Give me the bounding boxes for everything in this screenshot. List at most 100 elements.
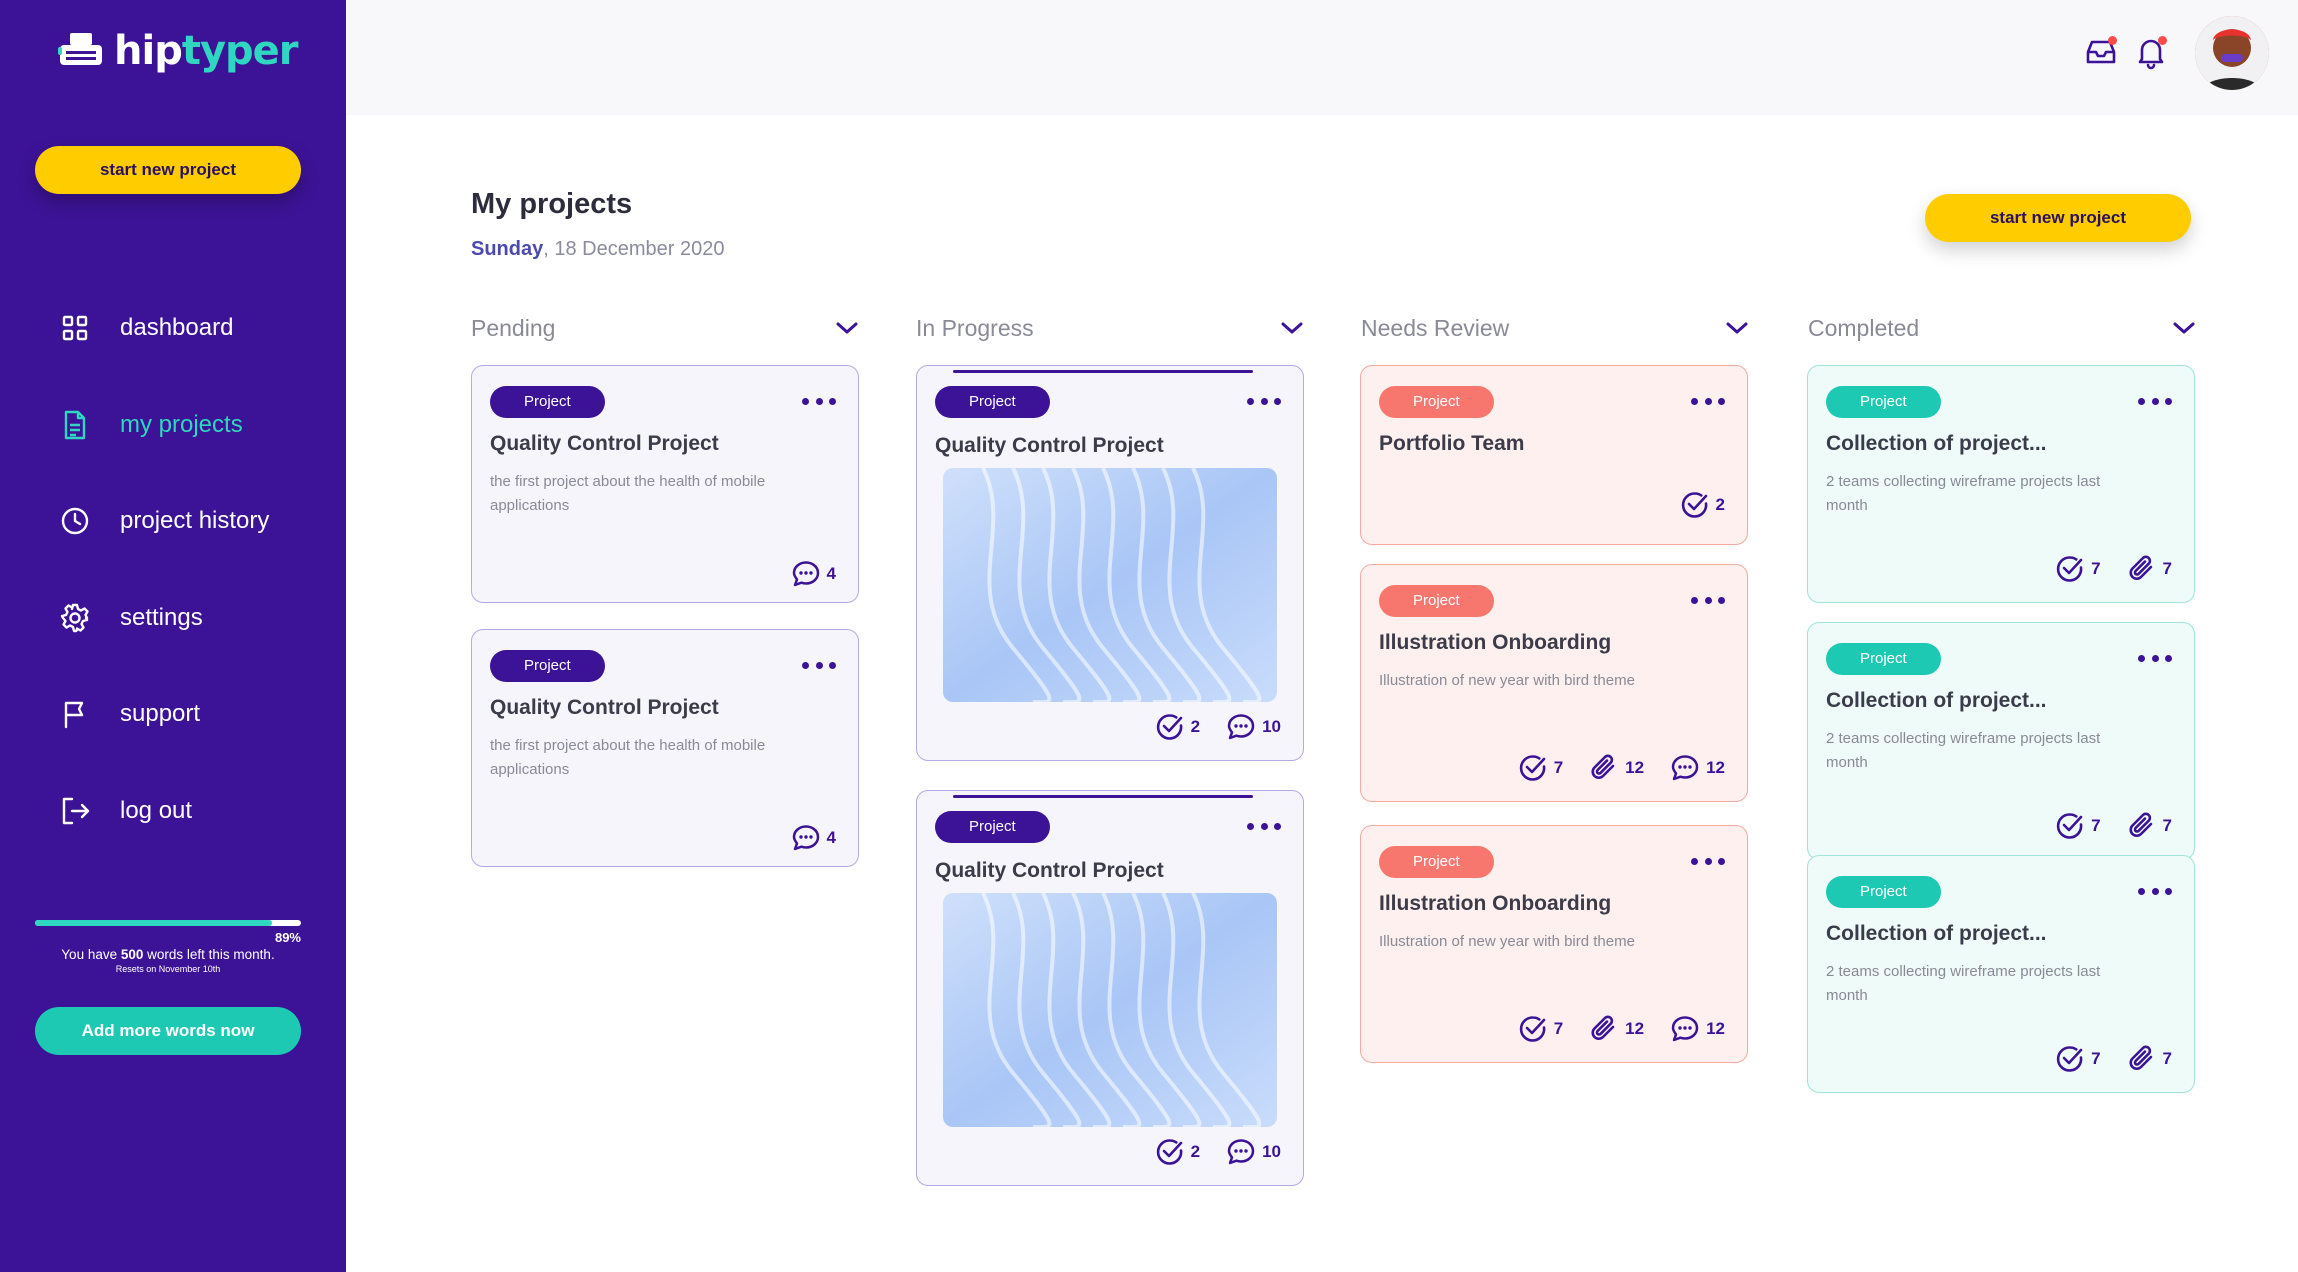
project-card[interactable]: Project Quality Control Project the firs… [471, 365, 859, 603]
more-options-icon[interactable] [2138, 388, 2172, 414]
tasks-count: 7 [2055, 1044, 2101, 1074]
more-options-icon[interactable] [1691, 388, 1725, 414]
comment-icon [791, 559, 821, 589]
check-circle-icon [1518, 753, 1548, 783]
comment-icon [1226, 712, 1256, 742]
project-badge: Project [1379, 846, 1494, 878]
project-card[interactable]: Project Collection of project... 2 teams… [1807, 855, 2195, 1093]
grid-icon [60, 313, 90, 343]
unread-dot [2108, 36, 2117, 45]
start-project-button[interactable]: start new project [1925, 194, 2191, 242]
attachments-count: 12 [1589, 1014, 1644, 1044]
tasks-count: 7 [1518, 1014, 1563, 1044]
avatar[interactable] [2195, 16, 2269, 90]
card-stats: 4 [791, 559, 836, 589]
notification-dot [2158, 36, 2167, 45]
more-options-icon[interactable] [802, 652, 836, 678]
card-description: Illustration of new year with bird theme [1379, 672, 1635, 689]
card-stats: 4 [791, 823, 836, 853]
card-title: Quality Control Project [935, 859, 1164, 882]
card-description: 2 teams collecting wireframe projects la… [1826, 963, 2101, 1004]
project-badge: Project [1826, 386, 1941, 418]
chevron-down-icon[interactable] [2170, 314, 2198, 342]
project-card[interactable]: Project Illustration Onboarding Illustra… [1360, 825, 1748, 1063]
card-stats: 2 10 [1155, 1137, 1281, 1167]
tasks-count: 2 [1680, 490, 1725, 520]
sidebar-item-project-history[interactable]: project history [60, 473, 269, 570]
project-card[interactable]: Project Quality Control Project 2 10 [916, 790, 1304, 1186]
card-stats: 7 7 [2055, 554, 2172, 584]
more-options-icon[interactable] [2138, 878, 2172, 904]
project-badge: Project [1379, 585, 1494, 617]
more-options-icon[interactable] [1691, 587, 1725, 613]
card-stats: 7 12 12 [1518, 1014, 1725, 1044]
project-card[interactable]: Project Collection of project... 2 teams… [1807, 365, 2195, 603]
check-circle-icon [2055, 1044, 2085, 1074]
paperclip-icon [2127, 1044, 2157, 1074]
add-words-button[interactable]: Add more words now [35, 1007, 301, 1055]
project-badge: Project [490, 650, 605, 682]
usage-percent: 89% [274, 930, 301, 945]
chevron-down-icon[interactable] [1723, 314, 1751, 342]
card-description: Illustration of new year with bird theme [1379, 933, 1635, 950]
sidebar-item-label: dashboard [120, 314, 234, 342]
check-circle-icon [1155, 1137, 1185, 1167]
sidebar-item-settings[interactable]: settings [60, 570, 269, 667]
card-description: the first project about the health of mo… [490, 737, 766, 778]
project-badge: Project [935, 386, 1050, 418]
usage-progress-bar [35, 920, 301, 926]
card-title: Collection of project... [1826, 922, 2047, 945]
chevron-down-icon[interactable] [833, 314, 861, 342]
sidebar-item-dashboard[interactable]: dashboard [60, 280, 269, 377]
paperclip-icon [1589, 753, 1619, 783]
usage-progress-fill [35, 920, 272, 926]
page-title: My projects [471, 188, 633, 220]
project-card[interactable]: Project Collection of project... 2 teams… [1807, 622, 2195, 860]
card-title: Illustration Onboarding [1379, 631, 1612, 654]
card-stats: 7 7 [2055, 811, 2172, 841]
more-options-icon[interactable] [1247, 388, 1281, 414]
tasks-count: 7 [2055, 811, 2101, 841]
sidebar-start-project-button[interactable]: start new project [35, 146, 301, 194]
inbox-icon[interactable] [2083, 34, 2119, 70]
more-options-icon[interactable] [802, 388, 836, 414]
sidebar-item-support[interactable]: support [60, 666, 269, 763]
card-title: Quality Control Project [490, 432, 719, 455]
bell-icon[interactable] [2133, 34, 2169, 70]
logo[interactable]: hiptyper [58, 28, 299, 74]
project-card[interactable]: Project Illustration Onboarding Illustra… [1360, 564, 1748, 802]
column-header-in-progress: In Progress [916, 314, 1306, 342]
card-progress-line [953, 795, 1253, 798]
project-badge: Project [935, 811, 1050, 843]
paperclip-icon [1589, 1014, 1619, 1044]
column-header-pending: Pending [471, 314, 861, 342]
flag-icon [60, 699, 90, 729]
chevron-down-icon[interactable] [1278, 314, 1306, 342]
column-header-completed: Completed [1808, 314, 2198, 342]
sidebar-item-log-out[interactable]: log out [60, 763, 269, 860]
attachments-count: 12 [1589, 753, 1644, 783]
column-header-needs-review: Needs Review [1361, 314, 1751, 342]
card-title: Illustration Onboarding [1379, 892, 1612, 915]
paperclip-icon [2127, 554, 2157, 584]
project-card[interactable]: Project Portfolio Team 2 [1360, 365, 1748, 545]
card-thumbnail-image [943, 893, 1277, 1127]
typewriter-icon [58, 33, 102, 65]
comment-icon [1226, 1137, 1256, 1167]
project-badge: Project [490, 386, 605, 418]
more-options-icon[interactable] [1247, 813, 1281, 839]
more-options-icon[interactable] [1691, 848, 1725, 874]
project-card[interactable]: Project Quality Control Project the firs… [471, 629, 859, 867]
card-description: 2 teams collecting wireframe projects la… [1826, 473, 2101, 514]
more-options-icon[interactable] [2138, 645, 2172, 671]
logo-text: hiptyper [114, 28, 299, 74]
card-stats: 7 7 [2055, 1044, 2172, 1074]
comments-count: 12 [1670, 753, 1725, 783]
project-card[interactable]: Project Quality Control Project 2 10 [916, 365, 1304, 761]
sidebar-item-my-projects[interactable]: my projects [60, 377, 269, 474]
sidebar-item-label: log out [120, 796, 193, 824]
sidebar-item-label: my projects [120, 410, 243, 438]
sidebar: hiptyper start new project dashboard my … [0, 0, 346, 1272]
card-description: 2 teams collecting wireframe projects la… [1826, 730, 2101, 771]
card-stats: 7 12 12 [1518, 753, 1725, 783]
